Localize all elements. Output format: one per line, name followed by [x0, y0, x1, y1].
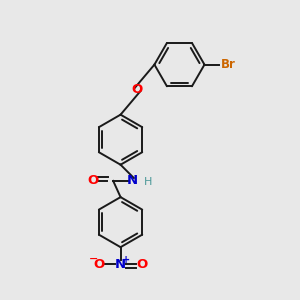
Text: O: O: [94, 258, 105, 271]
Text: O: O: [87, 174, 98, 188]
Text: O: O: [132, 83, 143, 96]
Text: +: +: [122, 254, 130, 265]
Text: N: N: [127, 174, 138, 188]
Text: Br: Br: [221, 58, 236, 71]
Text: −: −: [89, 254, 98, 264]
Text: O: O: [136, 258, 147, 271]
Text: N: N: [115, 258, 126, 271]
Text: H: H: [143, 177, 152, 188]
